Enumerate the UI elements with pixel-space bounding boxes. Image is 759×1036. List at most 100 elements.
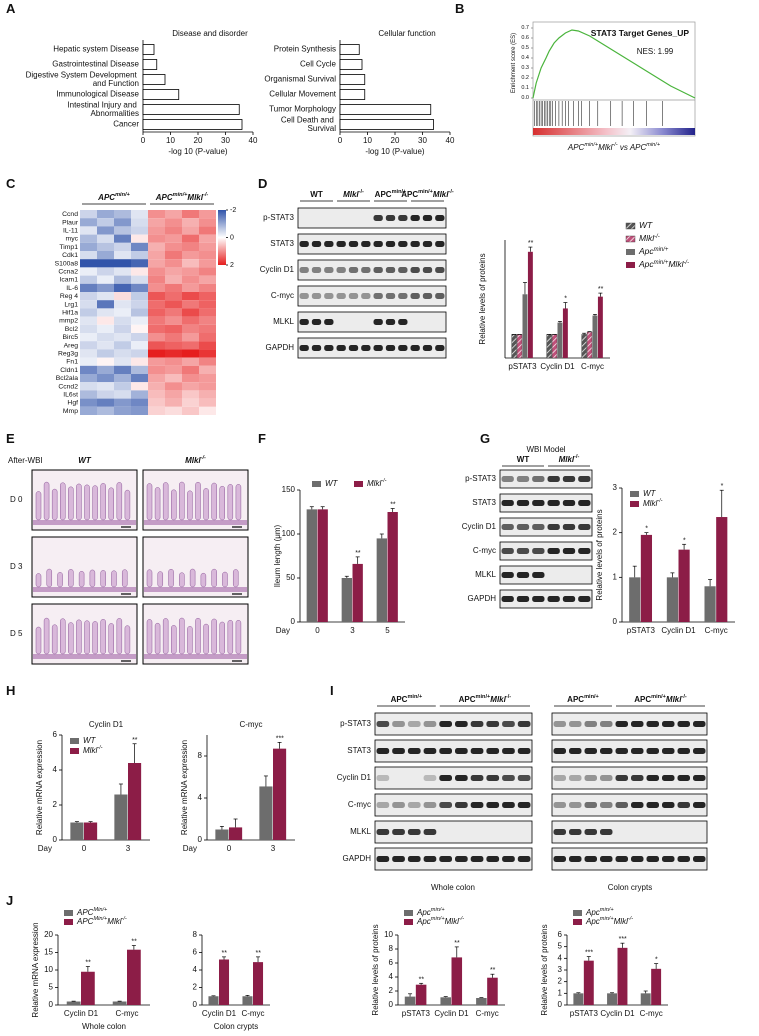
- y-tick-label: 0.6: [521, 35, 529, 41]
- band: [562, 500, 576, 506]
- heatmap-cell: [114, 300, 131, 309]
- x-tick-label: C-myc: [476, 1009, 499, 1018]
- y-axis-label: Relative levels of proteins: [478, 253, 487, 344]
- villus: [189, 568, 196, 588]
- heatmap-cell: [131, 292, 148, 301]
- legend-label: Mlkl-/-: [643, 498, 663, 508]
- band: [501, 548, 514, 554]
- band: [562, 524, 576, 530]
- y-tick-label: 2: [389, 986, 394, 995]
- x-axis-label: -log 10 (P-value): [168, 147, 227, 156]
- heatmap-cell: [80, 308, 97, 317]
- legend-label: Mlkl-/-: [367, 478, 387, 488]
- legend-label: WT: [83, 736, 97, 745]
- histology-column: Mlkl-/-: [185, 455, 206, 465]
- blot-row-label: STAT3: [347, 746, 371, 755]
- category-label: Immunological Disease: [56, 90, 139, 99]
- band: [311, 319, 322, 325]
- bar: [476, 998, 487, 1005]
- band: [693, 775, 706, 781]
- blot-strip: [297, 207, 447, 229]
- category-label: Protein Synthesis: [274, 45, 336, 54]
- blot-row-label: p-STAT3: [263, 213, 294, 222]
- band: [470, 748, 484, 754]
- heatmap-cell: [165, 300, 182, 309]
- heatmap-cell: [114, 308, 131, 317]
- band: [435, 345, 445, 351]
- heatmap-cell: [131, 398, 148, 407]
- band: [584, 775, 597, 781]
- bar: [273, 748, 287, 840]
- heatmap-cell: [114, 251, 131, 260]
- gene-label: Icam1: [59, 276, 78, 283]
- band: [677, 856, 690, 862]
- x-tick-label: pSTAT3: [570, 1009, 599, 1018]
- band: [584, 748, 597, 754]
- heatmap-cell: [165, 267, 182, 276]
- blot-strip: [297, 285, 447, 307]
- heatmap-cell: [148, 398, 165, 407]
- heatmap-cell: [148, 357, 165, 366]
- bar: [527, 251, 533, 358]
- bar: [84, 822, 98, 840]
- band: [502, 775, 515, 781]
- band: [299, 293, 309, 299]
- significance: **: [390, 501, 396, 508]
- blot-row-label: GAPDH: [468, 594, 497, 603]
- heatmap-cell: [182, 316, 199, 325]
- band: [336, 241, 346, 247]
- bar: [546, 334, 552, 359]
- band: [516, 524, 530, 530]
- legend-label: Apcmin/+Mlkl-/-: [585, 916, 633, 926]
- x-tick-label: pSTAT3: [402, 1009, 431, 1018]
- heatmap-cell: [148, 349, 165, 358]
- y-tick-label: 100: [282, 529, 296, 538]
- bar: [651, 968, 662, 1005]
- heatmap-cell: [148, 390, 165, 399]
- heatmap-cell: [80, 259, 97, 268]
- legend-label: Apcmin/+: [638, 246, 669, 256]
- bar: [387, 512, 398, 622]
- gene-label: Ccna2: [58, 268, 78, 275]
- band: [392, 829, 405, 835]
- heatmap-cell: [199, 357, 216, 366]
- heatmap-cell: [97, 226, 114, 235]
- heatmap-cell: [97, 333, 114, 342]
- heatmap-cell: [114, 374, 131, 383]
- blot-strip: [499, 565, 593, 585]
- heatmap-cell: [80, 242, 97, 251]
- bar: [339, 44, 360, 55]
- heatmap-cell: [97, 365, 114, 374]
- heatmap-cell: [131, 374, 148, 383]
- bar: [516, 334, 523, 359]
- heatmap-cell: [114, 283, 131, 292]
- blot-header: APCmin/+Mlkl-/-: [459, 694, 512, 704]
- heatmap-cell: [114, 324, 131, 333]
- band: [516, 596, 530, 602]
- heatmap-cell: [165, 218, 182, 227]
- x-tick-label: 30: [418, 136, 427, 145]
- heatmap-cell: [199, 308, 216, 317]
- es-curve: [532, 29, 696, 99]
- gene-label: Hif1a: [62, 309, 78, 316]
- heatmap-cell: [80, 234, 97, 243]
- heatmap-cell: [165, 341, 182, 350]
- band: [336, 293, 346, 299]
- legend-label: Mlkl-/-: [83, 745, 103, 755]
- villus: [211, 482, 217, 521]
- heatmap-cell: [182, 300, 199, 309]
- band: [693, 721, 706, 727]
- heatmap-cell: [148, 308, 165, 317]
- heatmap-cell: [131, 242, 148, 251]
- colorbar: [218, 210, 226, 265]
- band: [662, 721, 675, 727]
- blot-header: Mlkl-/-: [559, 454, 580, 464]
- bar: [253, 962, 264, 1005]
- band: [584, 856, 597, 862]
- heatmap-cell: [148, 365, 165, 374]
- band: [407, 748, 421, 754]
- heatmap-cell: [148, 324, 165, 333]
- chart-title: Disease and disorder: [172, 29, 248, 38]
- y-axis-label: Relative mRNA expression: [180, 740, 189, 835]
- blot-header: APCmin/+: [375, 189, 407, 199]
